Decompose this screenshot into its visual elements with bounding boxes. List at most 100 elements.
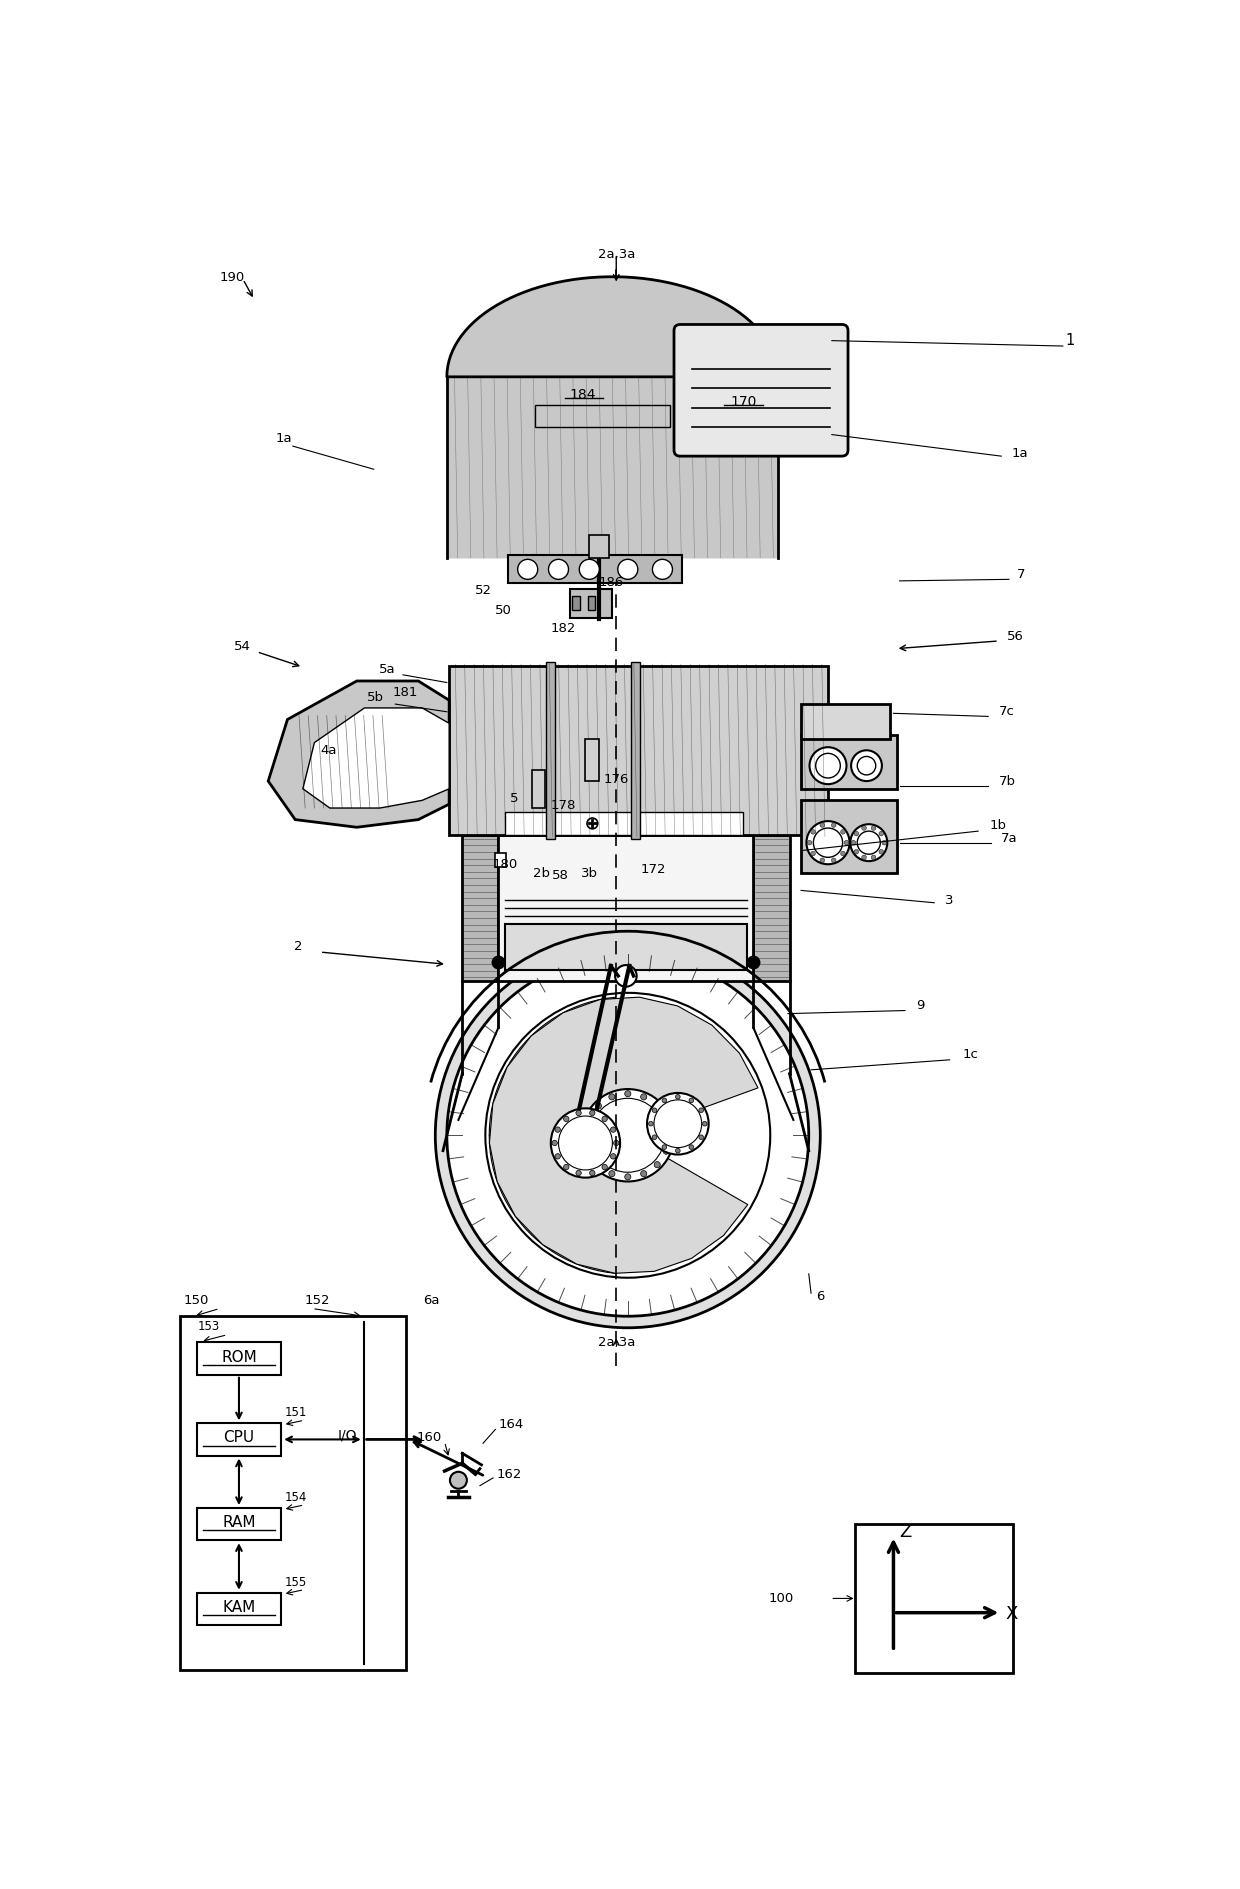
Bar	[801, 705, 889, 739]
Circle shape	[806, 822, 849, 865]
Bar	[585, 739, 599, 780]
Circle shape	[583, 1132, 589, 1139]
Text: 100: 100	[768, 1592, 794, 1606]
Circle shape	[435, 943, 821, 1328]
Text: CPU: CPU	[223, 1430, 254, 1445]
Text: 172: 172	[640, 863, 666, 876]
Circle shape	[851, 750, 882, 780]
Text: 184: 184	[570, 387, 596, 402]
Circle shape	[556, 1128, 560, 1132]
Polygon shape	[490, 1135, 627, 1273]
Circle shape	[820, 824, 825, 827]
Circle shape	[689, 1098, 693, 1103]
Circle shape	[446, 954, 808, 1317]
Circle shape	[587, 1149, 593, 1154]
Circle shape	[699, 1109, 703, 1113]
Circle shape	[655, 1162, 660, 1167]
Circle shape	[676, 1149, 681, 1152]
Circle shape	[563, 1164, 569, 1169]
Circle shape	[652, 1135, 657, 1139]
Text: 7c: 7c	[999, 705, 1014, 718]
Circle shape	[663, 1116, 670, 1122]
Text: X: X	[1006, 1606, 1018, 1623]
Bar	[508, 555, 682, 584]
Bar	[197, 1592, 281, 1625]
Bar	[532, 769, 546, 808]
Circle shape	[450, 1472, 467, 1489]
Circle shape	[595, 1103, 601, 1109]
Text: 2a,3a: 2a,3a	[598, 247, 635, 261]
Circle shape	[663, 1149, 670, 1154]
Circle shape	[589, 1171, 595, 1175]
Text: 164: 164	[498, 1417, 523, 1430]
Circle shape	[655, 1103, 660, 1109]
Circle shape	[625, 1173, 631, 1181]
Text: 5b: 5b	[367, 691, 383, 705]
Circle shape	[618, 559, 637, 580]
Bar	[180, 1317, 405, 1670]
Circle shape	[872, 825, 875, 831]
Circle shape	[831, 858, 836, 863]
Circle shape	[662, 1145, 667, 1149]
Text: 186: 186	[599, 576, 624, 589]
Circle shape	[854, 850, 858, 854]
Text: 2a,3a: 2a,3a	[598, 1336, 635, 1349]
Circle shape	[614, 1141, 619, 1145]
Bar	[573, 597, 580, 610]
Circle shape	[699, 1135, 703, 1139]
Circle shape	[807, 841, 812, 844]
Bar	[449, 665, 828, 835]
Text: 7a: 7a	[1001, 833, 1018, 846]
Polygon shape	[490, 997, 627, 1135]
Bar	[505, 812, 743, 835]
Bar	[505, 924, 748, 969]
Circle shape	[666, 1132, 672, 1139]
Circle shape	[595, 1162, 601, 1167]
Text: RAM: RAM	[222, 1515, 255, 1530]
Circle shape	[879, 831, 884, 837]
Text: 3: 3	[945, 893, 954, 907]
Bar	[754, 835, 790, 980]
Polygon shape	[303, 708, 449, 808]
Circle shape	[831, 824, 836, 827]
Circle shape	[844, 841, 849, 844]
Bar	[570, 589, 613, 618]
Bar	[536, 406, 670, 427]
Text: 1b: 1b	[990, 820, 1007, 833]
Bar	[801, 801, 898, 873]
Text: 2b: 2b	[533, 867, 551, 880]
Circle shape	[854, 831, 858, 837]
Text: 170: 170	[730, 395, 756, 410]
Circle shape	[652, 559, 672, 580]
Circle shape	[862, 856, 867, 859]
Circle shape	[587, 1116, 593, 1122]
Circle shape	[589, 1111, 595, 1116]
Circle shape	[610, 1128, 616, 1132]
Bar	[588, 597, 595, 610]
Circle shape	[582, 1090, 675, 1181]
Text: ROM: ROM	[221, 1349, 257, 1364]
Circle shape	[575, 1171, 582, 1175]
Bar	[589, 535, 609, 557]
FancyBboxPatch shape	[675, 325, 848, 455]
Text: 160: 160	[417, 1430, 441, 1443]
Circle shape	[882, 841, 887, 844]
Circle shape	[517, 559, 538, 580]
Text: 6: 6	[816, 1290, 825, 1303]
Bar	[854, 1524, 1013, 1674]
Circle shape	[641, 1094, 647, 1099]
Polygon shape	[268, 680, 449, 827]
Text: 1a: 1a	[1012, 448, 1028, 461]
Circle shape	[820, 858, 825, 863]
Bar	[801, 735, 898, 790]
Circle shape	[615, 965, 636, 986]
Bar	[546, 661, 556, 839]
Text: 182: 182	[551, 621, 577, 635]
Text: 7: 7	[1017, 569, 1025, 582]
Circle shape	[647, 1094, 708, 1154]
Bar	[197, 1507, 281, 1540]
Bar	[498, 835, 754, 980]
Text: 54: 54	[233, 640, 250, 654]
Text: 6a: 6a	[423, 1294, 440, 1307]
Bar	[631, 661, 640, 839]
